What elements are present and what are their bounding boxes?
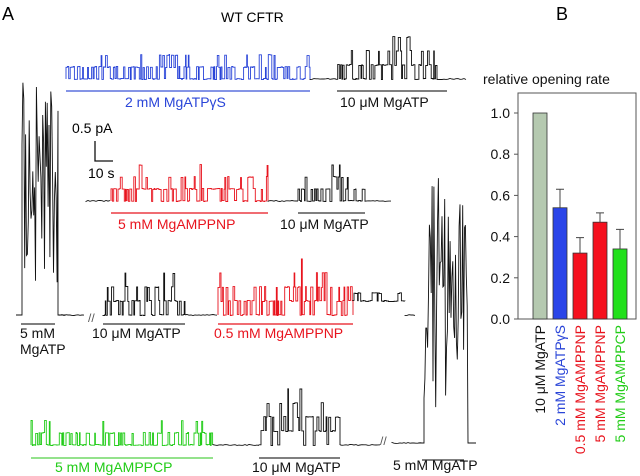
opening-rate-chart: relative opening rate 0.0 0.2 0.4 0.6 0.8 1.0…: [483, 71, 637, 454]
label-atp5-left-line2: MgATP: [20, 341, 66, 357]
label-atp5-right: 5 mM MgATP: [393, 457, 478, 473]
y-tick-label: 0.2: [491, 270, 511, 286]
label-atp5-left-line1: 5 mM: [20, 325, 55, 341]
axis-break-row3: //: [88, 311, 95, 325]
scale-bar-time-label: 10 s: [88, 165, 114, 181]
trace-amppnp5: [110, 164, 269, 203]
trace-atp-row4: [258, 388, 341, 447]
label-atp-row1: 10 μM MgATP: [340, 94, 429, 110]
error-bar: [556, 188, 564, 208]
y-tick-label: 1.0: [491, 105, 511, 121]
scale-bar-lines: [94, 141, 113, 162]
trace-baseline-row2-end: [364, 200, 391, 202]
x-tick-label: 0.5 mM MgAMPPNP: [572, 325, 588, 454]
trace-baseline-row3-b: [184, 314, 218, 316]
label-amppcp: 5 mM MgAMPPCP: [55, 459, 172, 475]
trace-baseline-row4-c: [391, 441, 423, 444]
trace-baseline-row4-a: [212, 444, 260, 446]
error-bar: [596, 212, 604, 223]
trace-baseline-row3-a: [57, 314, 85, 316]
x-axis-labels: 10 μM MgATP 2 mM MgATPγS 0.5 mM MgAMPPNP 5 …: [532, 325, 628, 454]
trace-atp-row2: [297, 164, 366, 202]
label-atpgs: 2 mM MgATPγS: [125, 94, 226, 110]
error-bar: [576, 237, 584, 254]
drug-applications: 2 mM MgATPγS 10 μM MgATP 5 mM MgAMPPNP 1…: [20, 90, 478, 475]
trace-baseline-row2-mid: [267, 200, 298, 202]
bar: [552, 207, 568, 320]
trace-atp-row3: [102, 272, 186, 317]
scale-bar-current-label: 0.5 pA: [72, 120, 113, 136]
trace-atp-row1: [335, 36, 439, 81]
x-tick-label: 2 mM MgATPγS: [552, 325, 568, 426]
trace-atp-row3-tail: [352, 292, 406, 303]
label-atp-row2: 10 μM MgATP: [280, 216, 369, 232]
y-tick-label: 0.4: [491, 229, 511, 245]
panel-b-letter: B: [556, 4, 568, 24]
label-atp-row3: 10 μM MgATP: [92, 325, 181, 341]
current-traces: [16, 36, 476, 447]
bar: [592, 221, 608, 320]
scale-bar: 0.5 pA 10 s: [72, 120, 114, 181]
panel-a-letter: A: [2, 4, 14, 24]
trace-atp5-right: [418, 178, 476, 444]
y-tick-label: 0.6: [491, 187, 511, 203]
x-tick-label: 5 mM MgAMPPCP: [612, 325, 628, 442]
bar: [572, 252, 588, 320]
trace-baseline-row1: [309, 78, 337, 80]
y-axis: 0.0 0.2 0.4 0.6 0.8 1.0: [491, 105, 518, 327]
trace-amppnp05: [217, 258, 354, 316]
y-tick-label: 0.0: [491, 311, 511, 327]
x-tick-label: 5 mM MgAMPPNP: [592, 325, 608, 442]
error-bar: [616, 228, 624, 249]
trace-baseline-row3-end: [404, 314, 416, 316]
label-amppnp5: 5 mM MgAMPPNP: [118, 216, 235, 232]
trace-atpgs: [65, 53, 311, 81]
trace-baseline-row1-end: [437, 78, 467, 80]
chart-title: relative opening rate: [483, 71, 610, 87]
trace-baseline-row4-b: [339, 444, 381, 446]
bar: [532, 112, 548, 320]
trace-baseline-row2-start: [85, 200, 111, 203]
y-tick-label: 0.8: [491, 146, 511, 162]
bars: [532, 112, 628, 320]
bar: [612, 248, 628, 320]
axis-break-row4: //: [380, 434, 387, 448]
label-amppnp05: 0.5 mM MgAMPPNP: [214, 325, 343, 341]
panel-a-title: WT CFTR: [221, 9, 284, 25]
label-atp-row4: 10 μM MgATP: [252, 459, 341, 475]
trace-atp5-left: [16, 82, 66, 316]
x-tick-label: 10 μM MgATP: [532, 325, 548, 414]
trace-amppcp: [30, 419, 214, 447]
